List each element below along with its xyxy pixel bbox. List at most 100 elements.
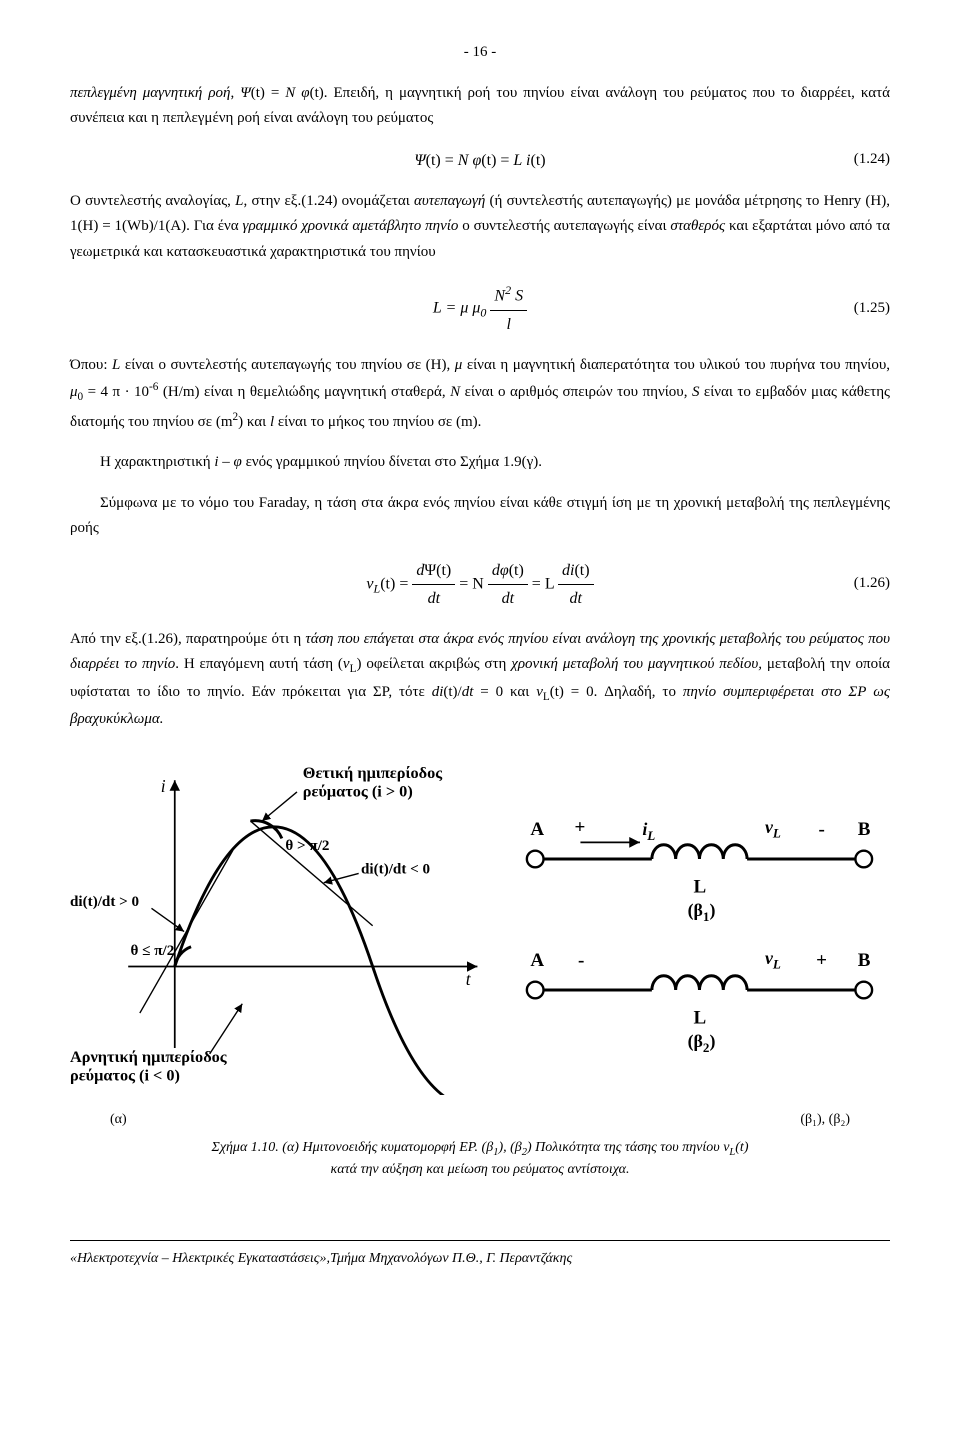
text: πεπλεγμένη μαγνητική ροή [70,85,230,101]
y-axis-label: i [161,776,166,796]
label-b1: (β1) [688,900,716,922]
eq: = L [532,575,558,592]
fig-bot-title-2: ρεύματος (i < 0) [70,1066,180,1085]
label-plus: + [575,816,586,837]
sublabel-right: (β₁), (β₂) [800,1108,850,1132]
text: ο συντελεστής αυτεπαγωγής είναι [458,218,670,234]
eq: L = μ μ [433,300,480,317]
figure-left-sine: i t Θετική ημιπερίοδος ρεύματος (i > 0) … [70,757,489,1104]
paragraph-6: Από την εξ.(1.26), παρατηρούμε ότι η τάσ… [70,627,890,732]
fraction: dφ(t) dt [488,557,528,612]
eq: (t) [574,562,589,579]
text: Όπου: [70,357,112,373]
eq: v [366,575,373,592]
inductor-b2: A - νL + B L (β2) [509,940,890,1053]
eq: N [494,288,505,305]
figure-caption: Σχήμα 1.10. (α) Ημιτονοειδής κυματομορφή… [200,1138,760,1180]
text: Η χαρακτηριστική [100,454,214,470]
theta2: θ > π/2 [285,838,329,854]
didt-lt0: di(t)/dt < 0 [361,862,430,878]
text: μ [70,384,78,400]
text: (t) = 0. Δηλαδή, το [550,684,683,700]
x-axis-label: t [466,969,472,989]
label-A: A [530,819,544,840]
text: Από την εξ.(1.26), παρατηρούμε ότι η [70,631,305,647]
text: ) και [238,414,270,430]
text: , στην εξ.(1.24) ονομάζεται [243,193,414,209]
eq: di [562,562,574,579]
paragraph-5: Σύμφωνα με το νόμο του Faraday, η τάση σ… [70,491,890,542]
equation-1-24: Ψ(t) = N φ(t) = L i(t) (1.24) [70,147,890,174]
eq: (t) [509,562,524,579]
eq: = N [459,575,488,592]
text: και [503,684,536,700]
eq: dt [412,585,455,612]
equation-1-25: L = μ μ0 N2 S l (1.25) [70,280,890,338]
text: v [343,656,350,672]
text: (t) = [251,85,286,101]
text: = 0 [473,684,503,700]
text: είναι το μήκος του πηνίου σε (m). [274,414,481,430]
didt-gt0: di(t)/dt > 0 [70,894,139,910]
label-vL: νL [765,947,781,971]
text: dt [462,684,474,700]
eq: (t) [530,152,545,169]
fig-top-title-1: Θετική ημιπερίοδος [303,763,443,782]
footer: «Ηλεκτροτεχνία – Ηλεκτρικές Εγκαταστάσει… [70,1240,890,1271]
paragraph-3: Όπου: L είναι ο συντελεστής αυτεπαγωγής … [70,353,890,435]
inductor-b1: A + iL νL - B L (β1) [509,809,890,922]
label-b2: (β2) [688,1031,716,1053]
text: Ψ [240,85,251,101]
text: L [543,691,550,703]
text: (t)/ [443,684,461,700]
caption-text: Σχήμα 1.10. (α) Ημιτονοειδής κυματομορφή… [212,1140,494,1155]
eq: (t) = [426,152,458,169]
eq: (t) = [380,575,412,592]
text: v [536,684,543,700]
text: ενός γραμμικού πηνίου δίνεται στο Σχήμα … [242,454,542,470]
caption-text: ) Πολικότητα της τάσης του πηνίου v [527,1140,729,1155]
eq: dt [488,585,528,612]
text: γραμμικό χρονικά αμετάβλητο πηνίο [243,218,459,234]
eq: L i [513,152,530,169]
figure-right-inductors: A + iL νL - B L (β1) A - νL + B [509,809,890,1053]
text: N [450,384,460,400]
text: = 4 π · 10 [83,384,149,400]
label-plus: + [816,950,827,971]
eq-label: (1.25) [854,296,890,322]
text: i – φ [214,454,241,470]
page-number: - 16 - [70,40,890,66]
text: χρονική μεταβολή του μαγνητικού πεδίου, [511,656,762,672]
text: di [432,684,444,700]
text: , [230,85,240,101]
fraction: dΨ(t) dt [412,557,455,612]
eq: Ψ [414,152,425,169]
fig-bot-title-1: Αρνητική ημιπερίοδος [70,1047,228,1066]
text: (H/m) είναι η θεμελιώδης μαγνητική σταθε… [158,384,450,400]
theta1: θ ≤ π/2 [131,943,175,959]
fig-top-title-2: ρεύματος (i > 0) [303,782,413,801]
eq: N φ [458,152,482,169]
paragraph-2: Ο συντελεστής αναλογίας, L, στην εξ.(1.2… [70,189,890,266]
fraction: di(t) dt [558,557,594,612]
label-L: L [694,876,707,897]
label-vL: νL [765,816,781,840]
text: σταθερός [670,218,725,234]
figure-sublabels: (α) (β₁), (β₂) [70,1108,890,1132]
text: είναι ο συντελεστής αυτεπαγωγής του πηνί… [120,357,454,373]
eq: Ψ(t) [424,562,451,579]
caption-text: ), (β [498,1140,521,1155]
text: ) οφείλεται ακριβώς στη [356,656,511,672]
label-A: A [530,950,544,971]
label-L: L [694,1007,707,1028]
sine-diagram: i t Θετική ημιπερίοδος ρεύματος (i > 0) … [70,757,489,1095]
text: N φ [285,85,309,101]
label-B: B [858,819,871,840]
eq: 0 [480,306,486,320]
paragraph-4: Η χαρακτηριστική i – φ ενός γραμμικού πη… [70,450,890,476]
paragraph-1: πεπλεγμένη μαγνητική ροή, Ψ(t) = N φ(t).… [70,81,890,132]
eq-label: (1.24) [854,147,890,173]
sublabel-left: (α) [110,1108,127,1132]
label-minus: - [819,819,825,840]
label-B: B [858,950,871,971]
